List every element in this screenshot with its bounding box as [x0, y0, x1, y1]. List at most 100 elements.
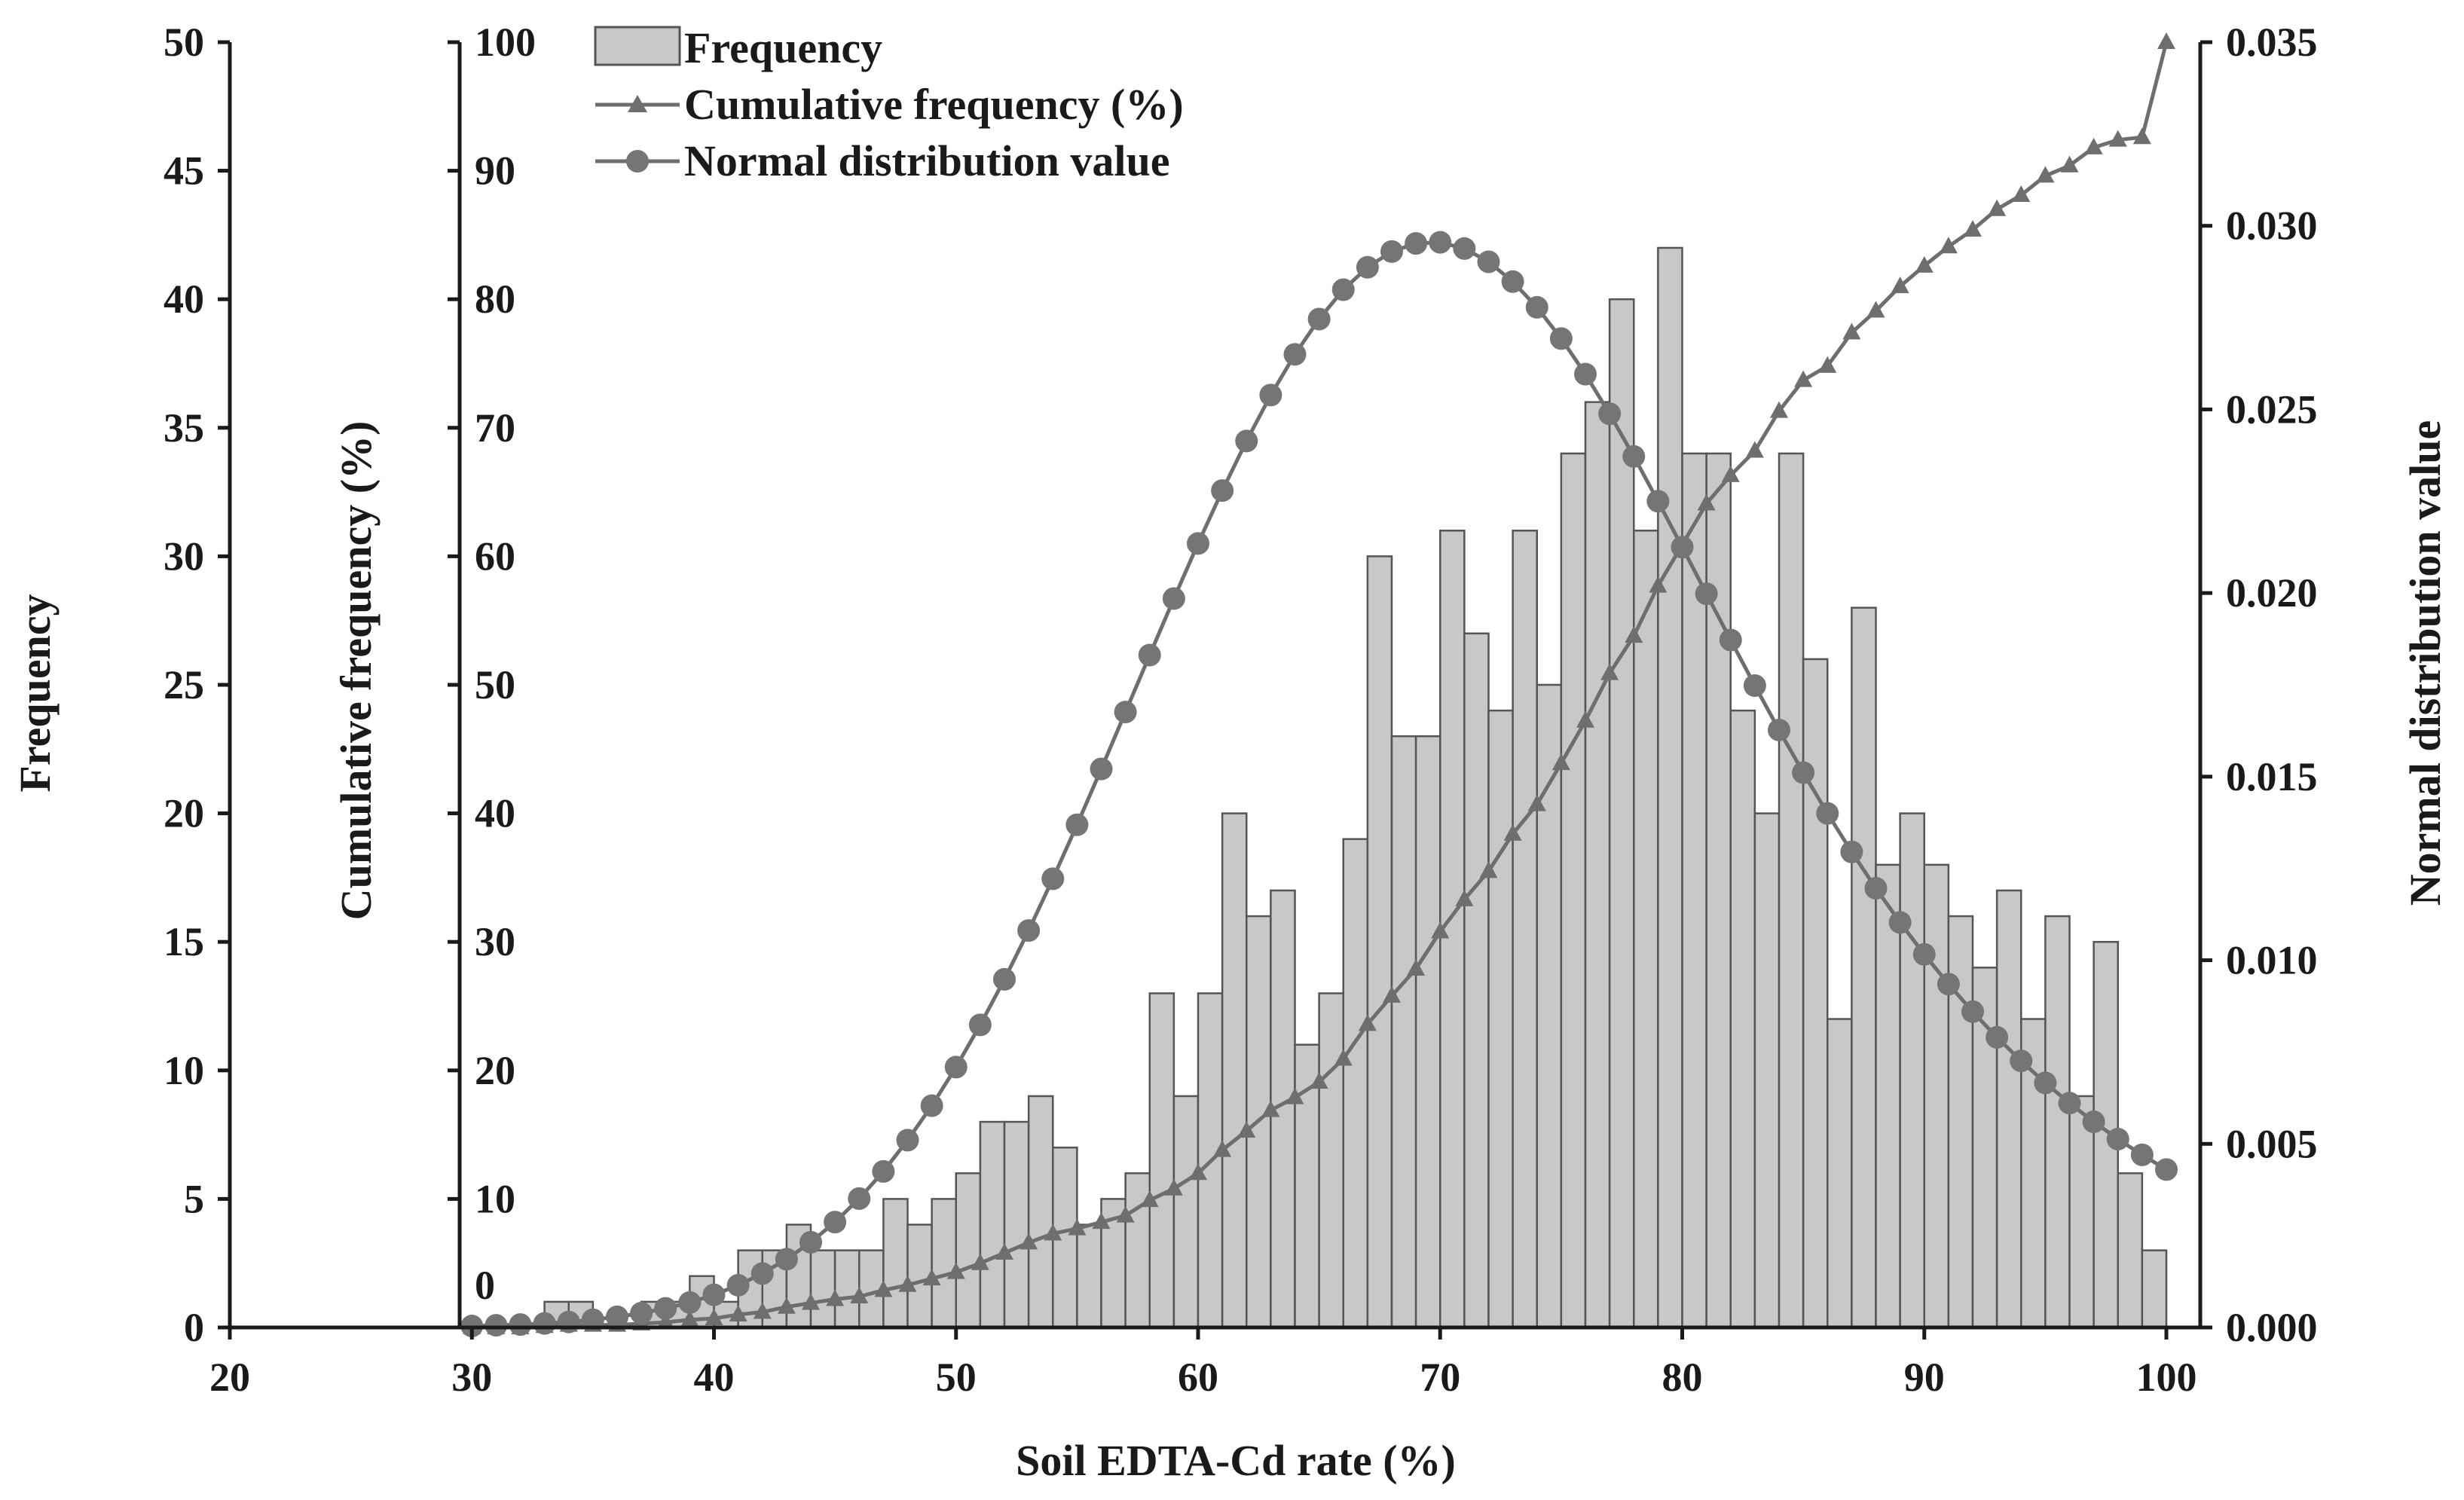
- normal-distribution-point: [2058, 1092, 2081, 1115]
- cumulative-frequency-point: [2036, 166, 2055, 183]
- frequency-tick-label: 5: [184, 1176, 204, 1221]
- normal-distribution-point: [1065, 813, 1089, 836]
- cumulative-frequency-point: [2012, 185, 2031, 203]
- frequency-tick-label: 45: [164, 148, 204, 194]
- cumulative-frequency-point: [1891, 276, 1909, 294]
- frequency-bar: [1003, 1120, 1030, 1329]
- frequency-bar: [1487, 709, 1514, 1329]
- normal-distribution-point: [533, 1312, 556, 1335]
- cumulative-axis-title: Cumulative frequency (%): [332, 421, 381, 921]
- frequency-bar: [1294, 1043, 1320, 1329]
- frequency-tick-label: 30: [164, 533, 204, 579]
- cumulative-frequency-point: [2108, 130, 2127, 147]
- cumulative-frequency-point: [729, 1304, 747, 1321]
- normal-distribution-point: [1768, 718, 1790, 741]
- cumulative-frequency-point: [946, 1262, 965, 1279]
- normal-tick-label: 0.015: [2226, 754, 2318, 799]
- cumulative-frequency-point: [1527, 794, 1546, 811]
- frequency-bar: [1536, 683, 1563, 1329]
- normal-distribution-point: [1331, 278, 1355, 301]
- cumulative-tick-label: 40: [475, 791, 515, 836]
- frequency-axis-title: Frequency: [11, 594, 60, 792]
- cumulative-frequency-point: [1770, 401, 1788, 418]
- cumulative-frequency-point: [777, 1297, 796, 1314]
- normal-distribution-point: [1816, 802, 1839, 825]
- normal-distribution-point: [1719, 628, 1742, 652]
- frequency-bars: [543, 246, 2168, 1329]
- cumulative-frequency-point: [1964, 220, 1982, 237]
- legend-label-normal: Normal distribution value: [684, 136, 1170, 185]
- frequency-bar: [1124, 1172, 1151, 1329]
- normal-distribution-point: [751, 1262, 774, 1285]
- cumulative-frequency-point: [922, 1269, 941, 1286]
- legend-marker-normal: [626, 150, 649, 173]
- normal-tick-label: 0.010: [2226, 938, 2318, 983]
- cumulative-frequency-point: [656, 1312, 675, 1330]
- cumulative-frequency-point: [1383, 985, 1401, 1003]
- normal-distribution-point: [2130, 1143, 2154, 1166]
- cumulative-frequency-point: [1407, 959, 1426, 976]
- frequency-bar: [2044, 915, 2071, 1329]
- normal-distribution-point: [1864, 877, 1888, 900]
- frequency-bar: [979, 1120, 1006, 1329]
- cumulative-tick-label: 60: [475, 533, 515, 579]
- normal-distribution-point: [1986, 1025, 2009, 1049]
- cumulative-frequency-point: [1044, 1224, 1062, 1241]
- cumulative-frequency-point: [1794, 370, 1813, 387]
- x-tick-label: 90: [1904, 1355, 1945, 1400]
- cumulative-frequency-point: [1551, 753, 1570, 771]
- cumulative-frequency-point: [1189, 1163, 1207, 1181]
- cumulative-frequency-point: [1479, 861, 1498, 878]
- normal-distribution-point: [848, 1187, 871, 1210]
- normal-distribution-point: [1235, 429, 1258, 453]
- cumulative-frequency-point: [1431, 921, 1450, 939]
- normal-distribution-point: [1259, 383, 1282, 407]
- normal-distribution-point: [872, 1159, 895, 1183]
- legend: Frequency Cumulative frequency (%) Norma…: [594, 23, 1184, 185]
- cumulative-frequency-point: [1285, 1087, 1304, 1104]
- frequency-bar: [1608, 298, 1635, 1329]
- normal-axis-title: Normal distribution value: [2401, 420, 2450, 906]
- normal-tick-label: 0.025: [2226, 386, 2318, 432]
- frequency-bar: [809, 1249, 836, 1329]
- frequency-tick-label: 0: [184, 1305, 204, 1350]
- frequency-tick-label: 50: [164, 20, 204, 65]
- cumulative-frequency-point: [850, 1287, 869, 1304]
- cumulative-frequency-point: [1334, 1049, 1353, 1066]
- cumulative-frequency-point: [1649, 576, 1668, 593]
- frequency-tick-label: 25: [164, 662, 204, 707]
- frequency-bar: [1148, 992, 1175, 1329]
- cumulative-frequency-point: [898, 1275, 917, 1292]
- frequency-bar: [1778, 452, 1805, 1329]
- cumulative-frequency-point: [2084, 137, 2103, 154]
- cumulative-tick-label: 20: [475, 1048, 515, 1093]
- normal-tick-label: 0.005: [2226, 1121, 2318, 1166]
- normal-distribution-point: [581, 1308, 604, 1331]
- normal-tick-label: 0.020: [2226, 570, 2318, 616]
- normal-distribution-point: [993, 967, 1016, 991]
- cumulative-frequency-point: [1310, 1072, 1328, 1089]
- frequency-bar: [882, 1198, 909, 1329]
- normal-distribution-point: [1574, 362, 1597, 386]
- normal-distribution-point: [1912, 942, 1936, 966]
- cumulative-frequency-point: [1020, 1233, 1038, 1250]
- frequency-bar: [1851, 606, 1877, 1329]
- normal-distribution-point: [824, 1211, 847, 1234]
- frequency-tick-label: 40: [164, 276, 204, 322]
- cumulative-frequency-point: [1721, 465, 1740, 482]
- cumulative-tick-label: 10: [475, 1176, 515, 1221]
- cumulative-frequency-point: [1866, 301, 1885, 318]
- cumulative-tick-label: 70: [475, 405, 515, 451]
- normal-distribution-point: [944, 1055, 968, 1079]
- frequency-bar: [1584, 401, 1611, 1329]
- normal-distribution-point: [968, 1013, 992, 1037]
- cumulative-frequency-point: [1939, 237, 1958, 254]
- normal-distribution-point: [1041, 867, 1065, 891]
- normal-distribution-point: [1525, 295, 1548, 319]
- normal-distribution-point: [2155, 1158, 2178, 1181]
- x-tick-label: 70: [1420, 1355, 1460, 1400]
- cumulative-frequency-point: [1697, 493, 1716, 511]
- normal-distribution-point: [1211, 479, 1234, 503]
- cumulative-frequency-point: [1503, 823, 1522, 841]
